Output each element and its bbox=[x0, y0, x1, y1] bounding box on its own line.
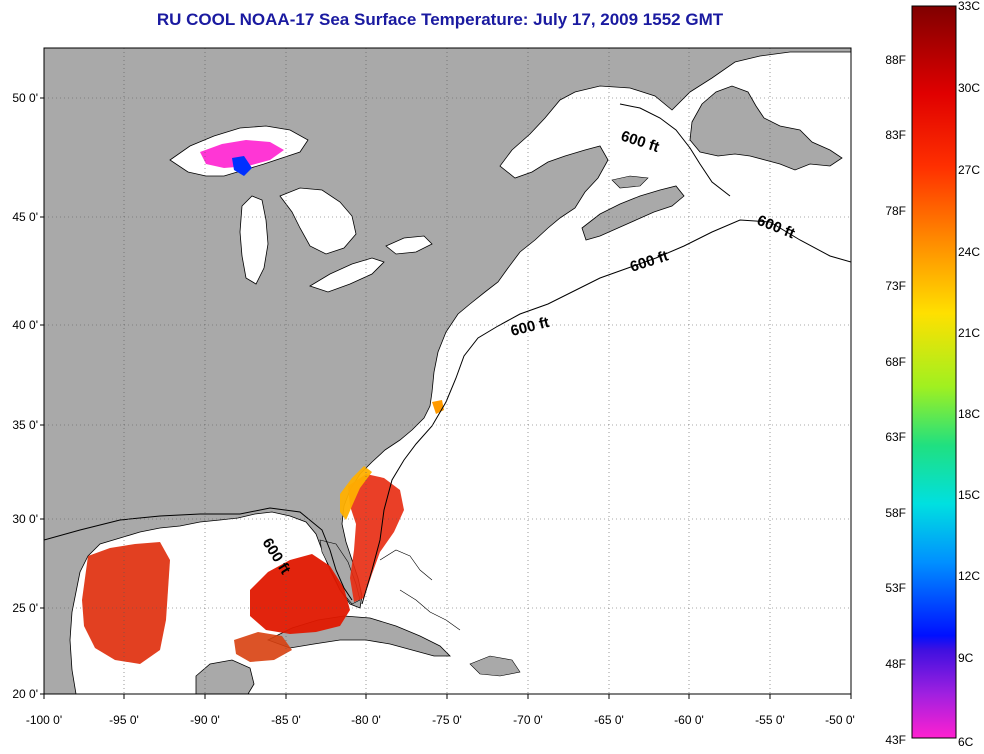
colorbar-fahrenheit-label: 53F bbox=[885, 581, 906, 595]
lon-tick-label: -95 0' bbox=[109, 713, 139, 727]
lake-erie bbox=[309, 257, 385, 293]
colorbar-fahrenheit-label: 43F bbox=[885, 733, 906, 747]
colorbar-fahrenheit-label: 58F bbox=[885, 506, 906, 520]
lat-tick-label: 25 0' bbox=[12, 601, 38, 615]
colorbar-gradient bbox=[911, 5, 957, 739]
colorbar-celsius-label: 30C bbox=[958, 81, 980, 95]
lon-tick-label: -65 0' bbox=[594, 713, 624, 727]
colorbar-celsius-label: 12C bbox=[958, 569, 980, 583]
lon-tick-label: -90 0' bbox=[190, 713, 220, 727]
sst-florida-strait bbox=[234, 632, 292, 662]
colorbar-celsius-label: 27C bbox=[958, 163, 980, 177]
lon-tick-label: -50 0' bbox=[825, 713, 855, 727]
lon-tick-label: -60 0' bbox=[674, 713, 704, 727]
lat-tick-label: 20 0' bbox=[12, 687, 38, 701]
land-florida bbox=[319, 539, 361, 605]
lon-tick-label: -80 0' bbox=[351, 713, 381, 727]
lat-tick-label: 50 0' bbox=[12, 91, 38, 105]
bahamas bbox=[379, 549, 461, 631]
colorbar-celsius-label: 15C bbox=[958, 488, 980, 502]
colorbar-fahrenheit-label: 68F bbox=[885, 355, 906, 369]
colorbar-celsius-label: 33C bbox=[958, 0, 980, 13]
sst-western-gulf bbox=[82, 542, 170, 664]
lake-michigan bbox=[239, 195, 269, 285]
lon-tick-label: -85 0' bbox=[271, 713, 301, 727]
land-hispaniola bbox=[469, 655, 521, 677]
map-title: RU COOL NOAA-17 Sea Surface Temperature:… bbox=[156, 10, 724, 29]
land-anticosti bbox=[611, 175, 649, 189]
lat-tick-label: 35 0' bbox=[12, 418, 38, 432]
lat-tick-label: 40 0' bbox=[12, 318, 38, 332]
colorbar-celsius-label: 6C bbox=[958, 735, 974, 749]
lon-tick-label: -70 0' bbox=[513, 713, 543, 727]
lake-superior-sst bbox=[200, 140, 284, 168]
colorbar-celsius-label: 21C bbox=[958, 326, 980, 340]
colorbar-fahrenheit-label: 73F bbox=[885, 279, 906, 293]
lake-huron bbox=[279, 187, 357, 255]
sst-atlantic-se bbox=[348, 474, 404, 602]
lat-tick-label: 30 0' bbox=[12, 512, 38, 526]
colorbar-celsius-label: 24C bbox=[958, 245, 980, 259]
land-yucatan bbox=[195, 659, 255, 694]
lon-axis: -100 0' -95 0' -90 0' -85 0' -80 0' -75 … bbox=[26, 694, 855, 727]
lat-tick-label: 45 0' bbox=[12, 210, 38, 224]
land-newfoundland bbox=[689, 85, 843, 171]
lon-tick-label: -100 0' bbox=[26, 713, 62, 727]
land-nova-scotia bbox=[581, 185, 685, 241]
lake-superior-sst-cold bbox=[232, 156, 252, 176]
lon-tick-label: -75 0' bbox=[432, 713, 462, 727]
colorbar-celsius-label: 18C bbox=[958, 407, 980, 421]
colorbar-fahrenheit-label: 83F bbox=[885, 128, 906, 142]
colorbar: 33C 30C 27C 24C 21C 18C 15C 12C 9C 6C 88… bbox=[885, 0, 980, 749]
lake-ontario bbox=[385, 235, 433, 255]
lon-tick-label: -55 0' bbox=[755, 713, 785, 727]
colorbar-fahrenheit-label: 78F bbox=[885, 204, 906, 218]
colorbar-celsius-label: 9C bbox=[958, 651, 974, 665]
colorbar-fahrenheit-label: 63F bbox=[885, 430, 906, 444]
lat-axis: 50 0' 45 0' 40 0' 35 0' 30 0' 25 0' 20 0… bbox=[12, 91, 44, 701]
depth-contour-600ft bbox=[44, 103, 851, 605]
sst-eastern-gulf bbox=[250, 554, 350, 634]
grid bbox=[44, 48, 851, 694]
colorbar-fahrenheit-label: 48F bbox=[885, 657, 906, 671]
sst-carolina-coast bbox=[340, 466, 372, 520]
colorbar-fahrenheit-label: 88F bbox=[885, 53, 906, 67]
